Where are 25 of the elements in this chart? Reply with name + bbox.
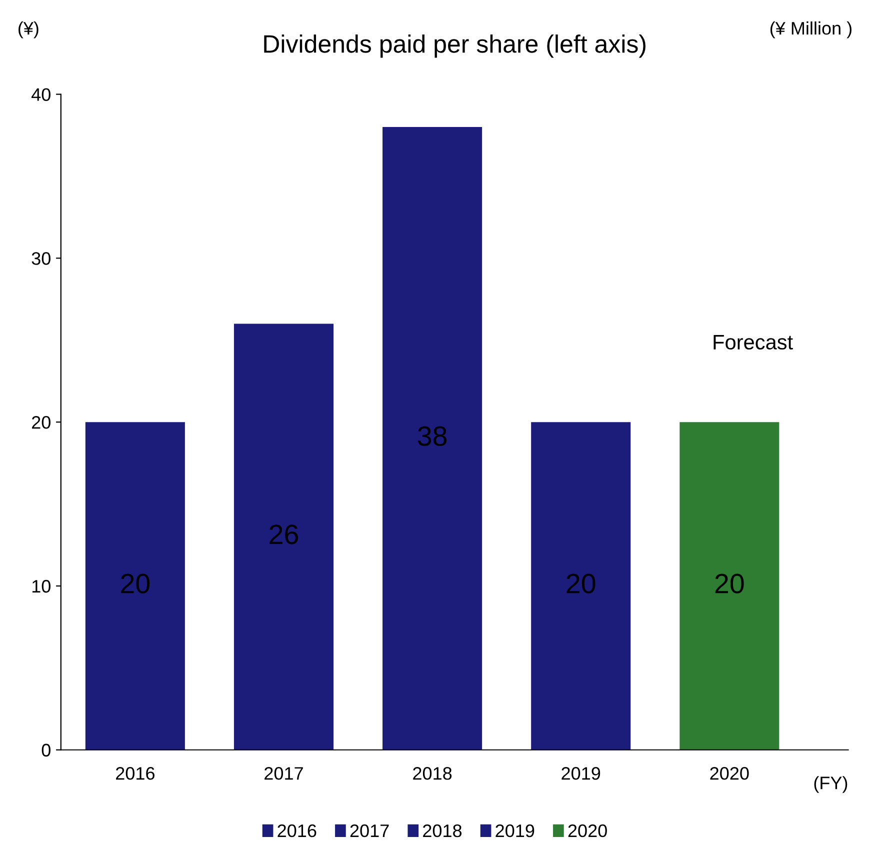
x-tick-label: 2018: [413, 767, 452, 780]
x-tick-label: 2017: [264, 767, 303, 780]
annotation: Forecast: [714, 334, 793, 350]
data-label: 20: [121, 574, 150, 594]
legend-label: 2017: [350, 824, 389, 838]
y-tick-label: 0: [42, 744, 50, 757]
data-label: 38: [418, 426, 447, 446]
x-tick-label: 2019: [562, 767, 600, 780]
chart-title: Dividends paid per share (left axis): [264, 34, 646, 58]
x-tick-label: 2016: [116, 767, 154, 780]
y-tick-label: 30: [32, 252, 50, 265]
y-tick-label: 10: [32, 580, 50, 593]
data-label: 20: [566, 574, 596, 594]
x-axis-title: (FY): [814, 776, 848, 793]
legend-label: 2018: [423, 824, 462, 838]
legend-label: 2019: [496, 824, 534, 838]
y-axis-title: (¥): [18, 21, 38, 38]
x-tick-label: 2020: [710, 767, 749, 780]
text: (¥ Million ): [770, 21, 852, 38]
y-tick-label: 20: [32, 416, 50, 429]
y-tick-label: 40: [32, 88, 50, 101]
data-label: 26: [270, 524, 298, 544]
legend-label: 2020: [568, 824, 607, 838]
legend-label: 2016: [278, 824, 316, 838]
data-label: 20: [715, 574, 744, 594]
